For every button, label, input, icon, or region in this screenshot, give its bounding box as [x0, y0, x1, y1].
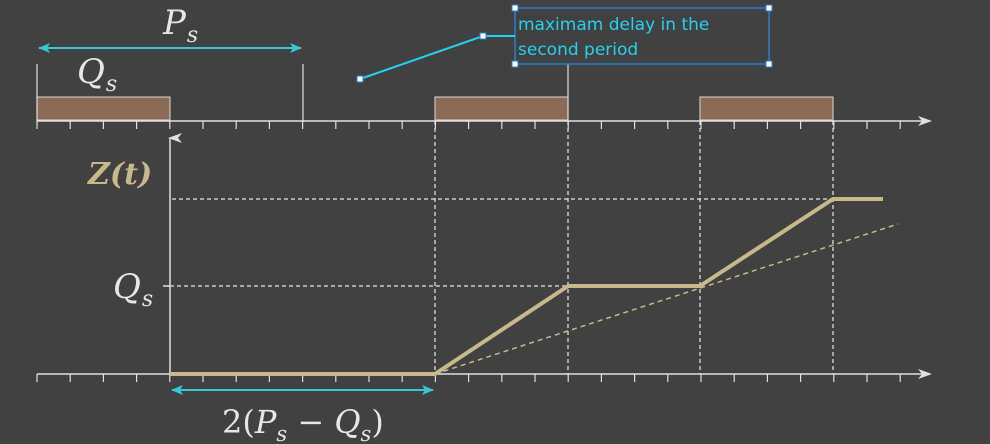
linear-bound-line [434, 223, 899, 375]
callout-text-line1: maximam delay in the [518, 15, 709, 35]
callout-handle [765, 4, 773, 12]
callout-pointer [359, 35, 515, 80]
callout-handle [511, 60, 519, 68]
guide-lines [170, 121, 834, 374]
z-axis-label: Z(t) [87, 157, 152, 192]
budget-block-2 [434, 96, 569, 121]
period-label: Ps [162, 3, 198, 48]
callout-pointer-tip [356, 75, 364, 83]
supply-bound-curve [170, 197, 883, 376]
callout-text-line2: second period [518, 40, 638, 60]
supply-bound-plot: Z(t) Qs 2(Ps − Qs) [36, 121, 932, 444]
callout-handle [765, 60, 773, 68]
delay-callout: maximam delay in the second period [356, 4, 773, 83]
callout-handle [511, 4, 519, 12]
budget-block-1 [36, 96, 171, 121]
supply-timeline: Ps Qs [36, 3, 932, 129]
interval-label: 2(Ps − Qs) [222, 403, 384, 444]
budget-label: Qs [77, 52, 117, 97]
time-axis-ticks [36, 374, 901, 382]
timeline-ticks [36, 121, 901, 129]
budget-block-3 [699, 96, 834, 121]
callout-pointer-handle [479, 32, 487, 40]
q-level-label: Qs [113, 267, 153, 312]
